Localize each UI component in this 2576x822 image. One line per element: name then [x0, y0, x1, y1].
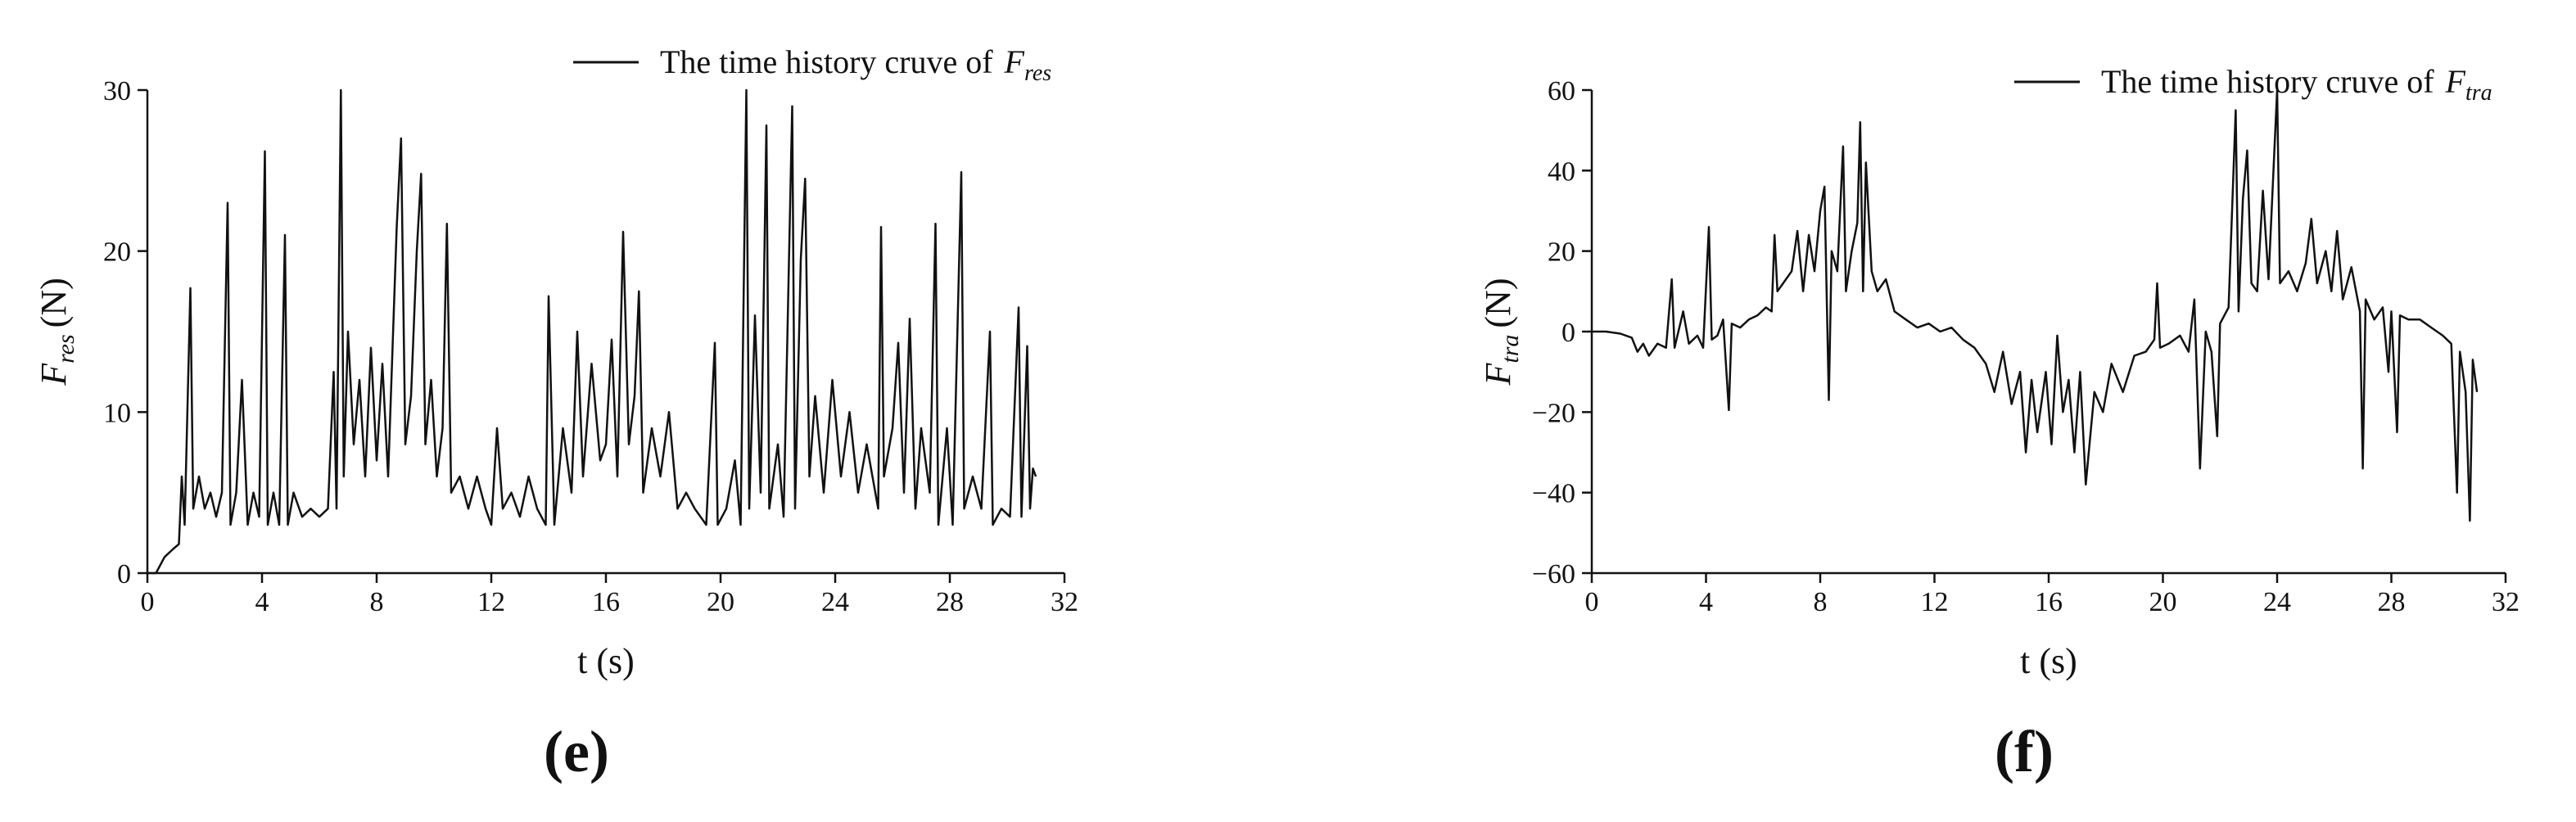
x-tick-label: 8: [1814, 587, 1828, 617]
x-tick-label: 0: [141, 587, 155, 617]
panel-label: (f): [1995, 719, 2054, 784]
y-tick-label: 60: [1548, 76, 1575, 106]
x-tick-label: 12: [477, 587, 505, 617]
x-tick-label: 4: [255, 587, 269, 617]
data-line: [1592, 88, 2479, 522]
y-label-subscript: res: [52, 334, 79, 364]
x-axis-label: t (s): [577, 641, 635, 681]
y-label-unit: (N): [1478, 278, 1518, 328]
y-tick-label: −60: [1532, 559, 1575, 589]
x-axis-label: t (s): [2020, 641, 2077, 681]
x-tick-label: 28: [2378, 587, 2406, 617]
y-label-symbol: F: [1478, 363, 1518, 386]
y-tick-label: −20: [1532, 398, 1575, 428]
x-tick-label: 32: [1051, 587, 1078, 617]
legend-name: The time history cruve of: [2101, 63, 2434, 100]
y-tick-label: 20: [1548, 237, 1575, 268]
y-tick-label: −40: [1532, 479, 1575, 509]
y-axis-label: Ftra (N): [1478, 278, 1524, 386]
x-tick-label: 4: [1699, 587, 1713, 617]
x-tick-label: 16: [592, 587, 620, 617]
x-tick-label: 20: [2149, 587, 2177, 617]
y-label-subscript: tra: [1497, 335, 1524, 364]
y-label-unit: (N): [34, 278, 74, 327]
legend-name: The time history cruve of: [660, 43, 993, 80]
x-tick-label: 8: [370, 587, 384, 617]
chart-panel: 0 4 8 12 16 20 24 28 32 −60 −40 −20 0 20 40 60 t (s) Ftra…: [1478, 63, 2520, 784]
x-tick-label: 24: [821, 587, 849, 617]
legend-subscript: tra: [2465, 80, 2492, 106]
y-tick-label: 0: [117, 559, 131, 589]
y-tick-label: 40: [1548, 156, 1575, 187]
x-tick-label: 24: [2263, 587, 2291, 617]
y-label-symbol: F: [34, 363, 74, 386]
y-tick-label: 30: [103, 76, 131, 106]
y-axis-label: Fres (N): [34, 278, 79, 386]
x-tick-label: 20: [707, 587, 734, 617]
x-tick-label: 0: [1585, 587, 1599, 617]
x-tick-label: 28: [936, 587, 964, 617]
x-tick-label: 12: [1921, 587, 1949, 617]
y-tick-label: 0: [1561, 318, 1575, 348]
legend-symbol: F: [1004, 43, 1025, 80]
chart-panel: 0 4 8 12 16 20 24 28 32 0 10 20 30 t (s) Fres (N) (e) The…: [34, 43, 1078, 784]
y-tick-label: 10: [103, 398, 131, 428]
data-line: [147, 88, 1037, 575]
x-tick-label: 32: [2492, 587, 2520, 617]
legend-symbol: F: [2445, 63, 2466, 100]
legend-subscript: res: [1024, 61, 1051, 86]
y-tick-label: 20: [103, 237, 131, 268]
panel-label: (e): [544, 719, 609, 784]
legend-label: The time history cruve of Fres: [660, 43, 1051, 86]
legend-label: The time history cruve of Ftra: [2101, 63, 2492, 106]
x-tick-label: 16: [2035, 587, 2063, 617]
